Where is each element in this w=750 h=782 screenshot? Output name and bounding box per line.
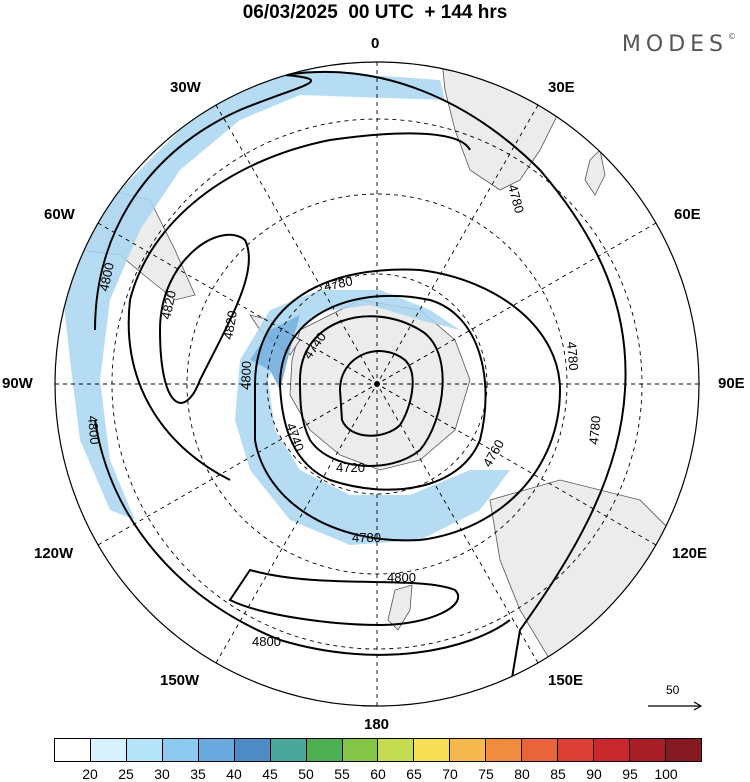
contour-label: 4800 bbox=[238, 361, 254, 390]
colorbar-swatch bbox=[306, 739, 343, 761]
new-zealand-land bbox=[387, 584, 413, 631]
contour-label: 4820 bbox=[158, 289, 179, 320]
map-title: 06/03/2025 00 UTC + 144 hrs bbox=[242, 2, 508, 23]
lon-label-30w: 30W bbox=[170, 79, 201, 96]
jet-core bbox=[250, 315, 300, 390]
colorbar-swatch bbox=[198, 739, 235, 761]
lon-label-180: 180 bbox=[364, 716, 390, 733]
colorbar-label: 35 bbox=[190, 766, 206, 782]
vector-reference-label: 50 bbox=[666, 683, 680, 697]
south-pole-marker bbox=[374, 381, 380, 387]
lon-label-0: 0 bbox=[371, 35, 380, 52]
colorbar-swatch bbox=[378, 739, 415, 761]
jet-band-inner bbox=[235, 290, 510, 545]
colorbar-label: 95 bbox=[622, 766, 638, 782]
colorbar-label: 50 bbox=[298, 766, 314, 782]
wind-shading bbox=[60, 70, 510, 545]
contour-label: 4720 bbox=[336, 460, 365, 475]
contour-4800-south bbox=[228, 568, 459, 627]
map-border bbox=[54, 61, 700, 707]
colorbar-label: 55 bbox=[334, 766, 350, 782]
contour-label: 4800 bbox=[85, 415, 102, 445]
colorbar-swatch bbox=[342, 739, 379, 761]
lon-label-120w: 120W bbox=[34, 545, 74, 562]
colorbar-swatch bbox=[55, 739, 91, 761]
colorbar-label: 40 bbox=[226, 766, 242, 782]
contour-label: 4780 bbox=[586, 415, 603, 445]
colorbar-label: 70 bbox=[442, 766, 458, 782]
contour-4780-outer bbox=[284, 70, 627, 691]
lon-label-30e: 30E bbox=[548, 79, 575, 96]
colorbar-label: 30 bbox=[154, 766, 170, 782]
contour-4800-outer-west bbox=[94, 74, 312, 331]
colorbar-swatch bbox=[270, 739, 307, 761]
colorbar-label: 45 bbox=[262, 766, 278, 782]
contour-4760 bbox=[278, 294, 487, 491]
colorbar-swatch bbox=[594, 739, 630, 761]
colorbar-label: 100 bbox=[654, 766, 678, 782]
brand-logo: MODES© bbox=[621, 32, 736, 57]
jet-band-outer bbox=[60, 70, 445, 520]
colorbar-swatch bbox=[558, 739, 595, 761]
contour-4780-inner bbox=[254, 268, 562, 542]
colorbar-swatch bbox=[90, 739, 127, 761]
colorbar-swatch bbox=[126, 739, 163, 761]
colorbar-label: 25 bbox=[118, 766, 134, 782]
contour-4740 bbox=[298, 315, 444, 467]
colorbar-label: 75 bbox=[478, 766, 494, 782]
colorbar bbox=[54, 738, 702, 762]
height-contours bbox=[94, 70, 627, 691]
lon-label-60w: 60W bbox=[44, 206, 75, 223]
contour-4800-outer-south bbox=[94, 419, 511, 656]
colorbar-label: 85 bbox=[550, 766, 566, 782]
brand-text: MODES bbox=[621, 32, 728, 57]
colorbar-swatch bbox=[234, 739, 271, 761]
contour-label: 4780 bbox=[323, 273, 354, 294]
australia-land bbox=[489, 479, 699, 701]
contour-label: 4780 bbox=[505, 183, 527, 215]
colorbar-swatch bbox=[414, 739, 451, 761]
contour-4720 bbox=[338, 350, 414, 437]
contour-label: 4800 bbox=[387, 570, 416, 585]
colorbar-label: 80 bbox=[514, 766, 530, 782]
contour-label: 4780 bbox=[352, 530, 381, 545]
colorbar-swatch bbox=[486, 739, 523, 761]
lon-label-150w: 150W bbox=[160, 672, 200, 689]
colorbar-label: 20 bbox=[82, 766, 98, 782]
vector-reference-arrow bbox=[648, 701, 703, 711]
contour-label: 4800 bbox=[96, 261, 117, 292]
contour-4800 bbox=[127, 132, 471, 481]
lon-label-150e: 150E bbox=[548, 672, 584, 689]
lon-label-90e: 90E bbox=[718, 375, 745, 392]
contour-label: 4800 bbox=[252, 634, 281, 649]
colorbar-swatch bbox=[522, 739, 559, 761]
lon-label-60e: 60E bbox=[674, 206, 701, 223]
colorbar-swatch bbox=[162, 739, 199, 761]
colorbar-swatch bbox=[665, 739, 701, 761]
contour-label: 4760 bbox=[480, 437, 507, 470]
colorbar-label: 60 bbox=[370, 766, 386, 782]
lon-label-120e: 120E bbox=[672, 545, 708, 562]
contour-4820-west bbox=[158, 234, 250, 404]
madagascar-land bbox=[584, 149, 606, 196]
contour-label: 4820 bbox=[220, 309, 240, 340]
colorbar-label: 90 bbox=[586, 766, 602, 782]
africa-land bbox=[439, 62, 561, 191]
lon-label-90w: 90W bbox=[2, 375, 33, 392]
colorbar-swatch bbox=[630, 739, 666, 761]
colorbar-swatch bbox=[450, 739, 487, 761]
contour-label: 4780 bbox=[564, 341, 581, 371]
land bbox=[59, 62, 699, 701]
colorbar-label: 65 bbox=[406, 766, 422, 782]
